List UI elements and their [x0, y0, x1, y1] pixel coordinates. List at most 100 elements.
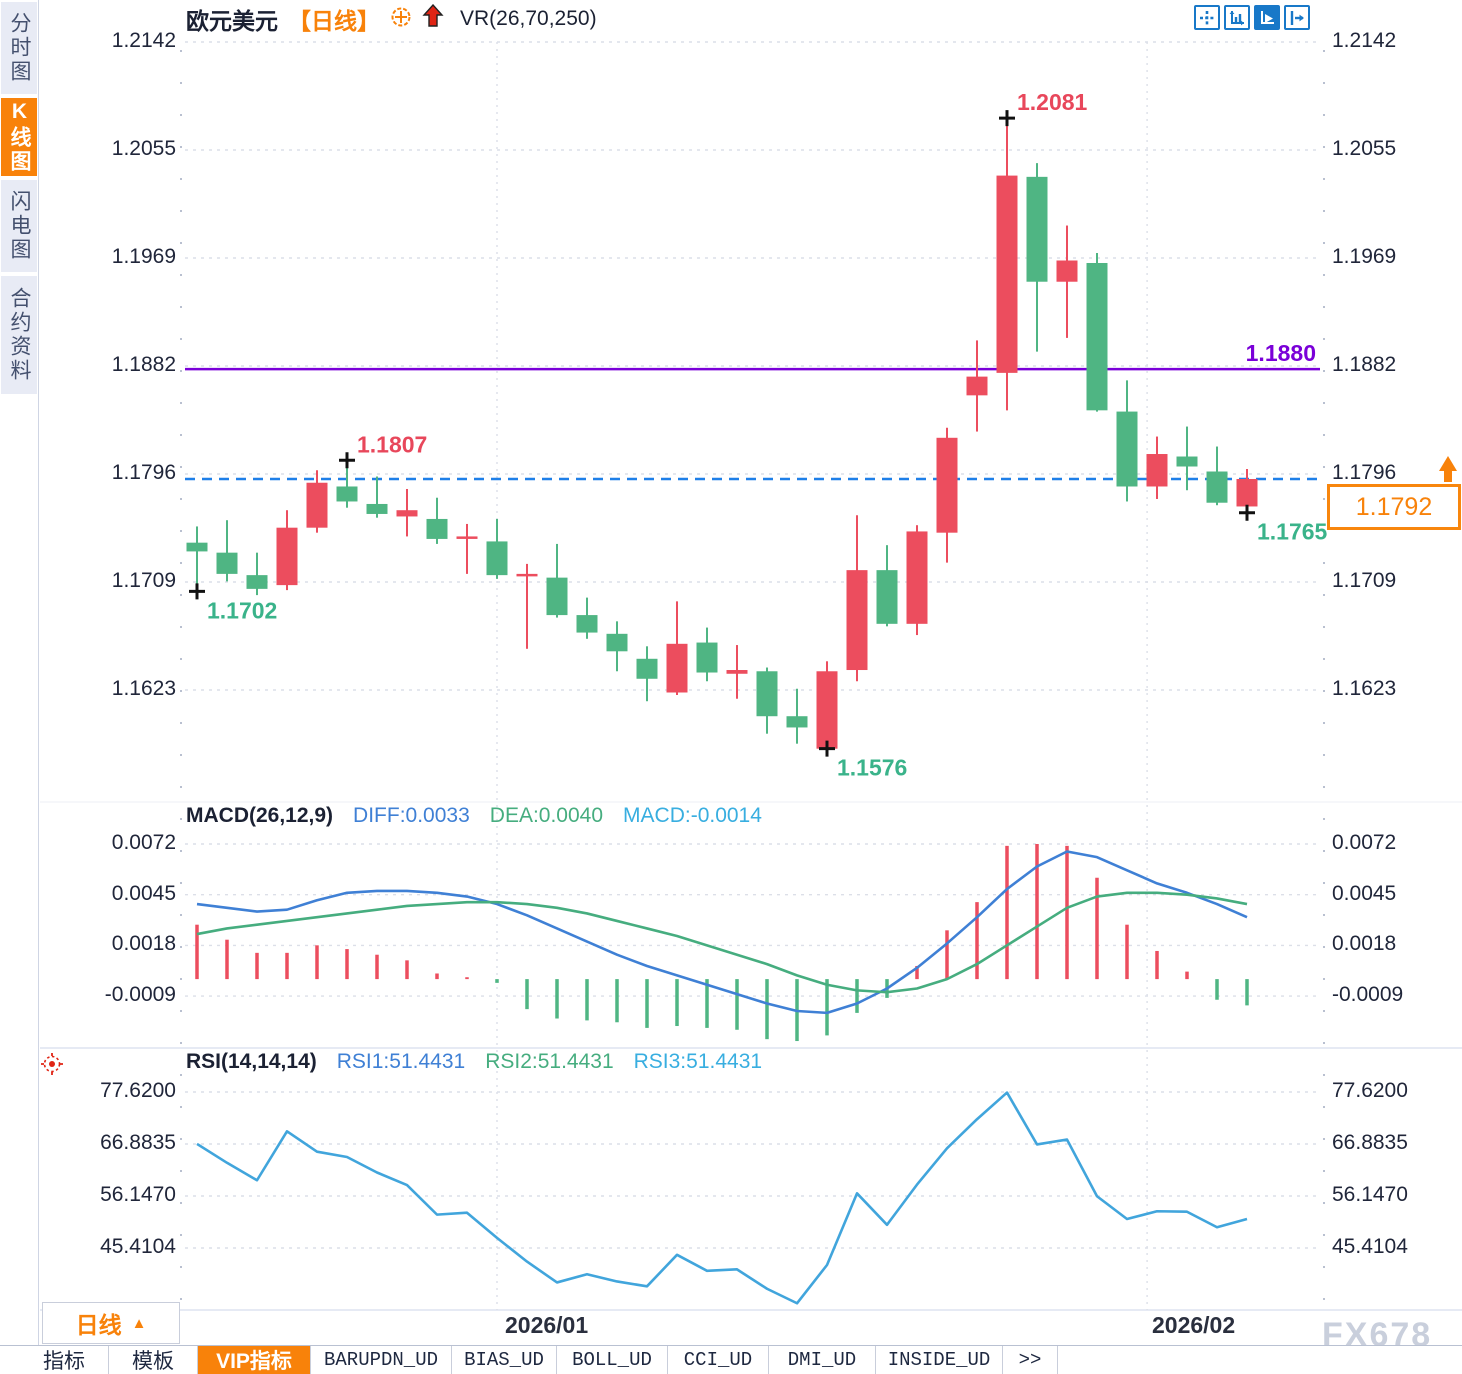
price-axis-label-left: 1.1623 [111, 677, 176, 700]
price-axis-label-right: 1.1882 [1332, 353, 1397, 376]
extreme-label: 1.1702 [207, 597, 277, 623]
rsi-axis-label-right: 56.1470 [1332, 1183, 1408, 1206]
candle-body [1056, 260, 1078, 282]
macd-axis-label-left: 0.0045 [111, 881, 176, 905]
candle-body [486, 541, 508, 576]
candle-body [546, 577, 568, 616]
price-axis-label-left: 1.1796 [111, 461, 176, 484]
candle-body [1236, 478, 1258, 507]
candle-body [1026, 176, 1048, 282]
macd-pane-header: MACD(26,12,9) DIFF:0.0033 DEA:0.0040 MAC… [186, 804, 762, 828]
target-circle-icon[interactable] [390, 6, 412, 33]
axis-play-icon[interactable] [1254, 5, 1280, 30]
sidebar-item-flash-chart[interactable]: 闪电图 [1, 180, 37, 272]
macd-params: MACD(26,12,9) [186, 804, 334, 827]
timeframe-arrow-icon: ▲ [131, 1314, 147, 1332]
extreme-marker [819, 740, 835, 757]
period-tag: 【日线】 [288, 8, 380, 34]
price-axis-label-right: 1.2055 [1332, 137, 1397, 160]
candle-body [306, 482, 328, 528]
rsi-axis-label-right: 45.4104 [1332, 1235, 1408, 1258]
current-price-value: 1.1792 [1355, 492, 1433, 521]
price-axis-label-left: 1.2055 [111, 137, 176, 160]
x-axis-label-jan: 2026/01 [505, 1312, 589, 1338]
rsi-axis-label-right: 77.6200 [1332, 1079, 1408, 1102]
extreme-marker [189, 583, 205, 600]
sidebar-divider [38, 0, 39, 1346]
candle-body [516, 573, 538, 577]
sidebar-item-kline-chart[interactable]: K线图 [1, 98, 37, 176]
extreme-marker [999, 110, 1015, 127]
tab-cci-ud[interactable]: CCI_UD [668, 1346, 769, 1374]
rsi-params: RSI(14,14,14) [186, 1050, 317, 1073]
tab-more[interactable]: >> [1003, 1346, 1058, 1374]
indicator-settings-icon[interactable] [40, 1052, 64, 1076]
price-axis-label-right: 1.1623 [1332, 677, 1397, 700]
macd-axis-label-left: 0.0018 [111, 932, 176, 956]
indicator-tabbar: 指标 模板 VIP指标 BARUPDN_UD BIAS_UD BOLL_UD C… [0, 1345, 1462, 1374]
indicator-label: VR(26,70,250) [460, 7, 597, 30]
rsi-axis-label-left: 56.1470 [100, 1183, 176, 1206]
tab-bias-ud[interactable]: BIAS_UD [452, 1346, 557, 1374]
tab-barupdn-ud[interactable]: BARUPDN_UD [311, 1346, 452, 1374]
candle-body [636, 658, 658, 679]
candle-body [786, 716, 808, 728]
candle-body [696, 642, 718, 673]
sidebar-item-contract-info[interactable]: 合约资料 [1, 276, 37, 394]
tab-inside-ud[interactable]: INSIDE_UD [876, 1346, 1003, 1374]
candle-body [666, 643, 688, 693]
candle-body [366, 503, 388, 514]
extreme-marker [339, 452, 355, 469]
price-direction-arrow-icon [1439, 456, 1457, 482]
tab-boll-ud[interactable]: BOLL_UD [557, 1346, 668, 1374]
tab-indicators[interactable]: 指标 [20, 1346, 109, 1374]
sidebar-item-time-chart[interactable]: 分时图 [1, 2, 37, 94]
timeframe-label: 日线 [75, 1312, 122, 1338]
price-axis-label-left: 1.1709 [111, 569, 176, 592]
price-axis-label-left: 1.1969 [111, 245, 176, 268]
tab-vip-indicators[interactable]: VIP指标 [198, 1346, 311, 1374]
symbol-name: 欧元美元 [186, 8, 278, 34]
macd-axis-label-left: -0.0009 [104, 983, 176, 1007]
price-axis-label-right: 1.1709 [1332, 569, 1397, 592]
extreme-label: 1.1765 [1257, 519, 1328, 545]
rsi-pane-header: RSI(14,14,14) RSI1:51.4431 RSI2:51.4431 … [186, 1050, 762, 1074]
rsi-axis-label-left: 45.4104 [100, 1235, 176, 1258]
rsi-axis-label-left: 66.8835 [100, 1131, 176, 1154]
macd-dea-line [196, 891, 1248, 994]
candle-body [756, 671, 778, 717]
up-arrow-icon[interactable] [422, 3, 444, 35]
candle-body [576, 615, 598, 633]
macd-dea-readout: DEA:0.0040 [489, 804, 604, 827]
chart-header: 欧元美元 【日线】 VR(26,70,250) [186, 3, 597, 35]
macd-axis-label-right: 0.0072 [1332, 831, 1397, 854]
rsi2-readout: RSI2:51.4431 [485, 1050, 614, 1073]
candle-body [606, 633, 628, 652]
macd-value-readout: MACD:-0.0014 [623, 804, 762, 827]
candle-body [456, 536, 478, 539]
move-crosshair-icon[interactable] [1194, 5, 1220, 30]
candle-body [906, 531, 928, 624]
candle-body [876, 570, 898, 624]
axis-scale-icon[interactable] [1224, 5, 1250, 30]
price-axis-label-left: 1.2142 [111, 29, 176, 52]
candle-body [816, 671, 838, 749]
macd-axis-label-left: 0.0072 [111, 831, 176, 854]
candle-body [216, 552, 238, 574]
chart-toolbar [1194, 5, 1310, 30]
sidebar: 分时图 K线图 闪电图 合约资料 [0, 0, 38, 1346]
candle-body [186, 542, 208, 552]
candle-body [1176, 456, 1198, 467]
tab-templates[interactable]: 模板 [109, 1346, 198, 1374]
candle-body [1146, 454, 1168, 487]
tab-dmi-ud[interactable]: DMI_UD [769, 1346, 876, 1374]
macd-axis-label-right: -0.0009 [1332, 983, 1404, 1007]
price-axis-label-left: 1.1882 [111, 353, 176, 376]
candle-body [996, 175, 1018, 373]
macd-axis-label-right: 0.0018 [1332, 932, 1397, 956]
exit-panel-icon[interactable] [1284, 5, 1310, 30]
timeframe-selector[interactable]: 日线 ▲ [42, 1302, 180, 1344]
